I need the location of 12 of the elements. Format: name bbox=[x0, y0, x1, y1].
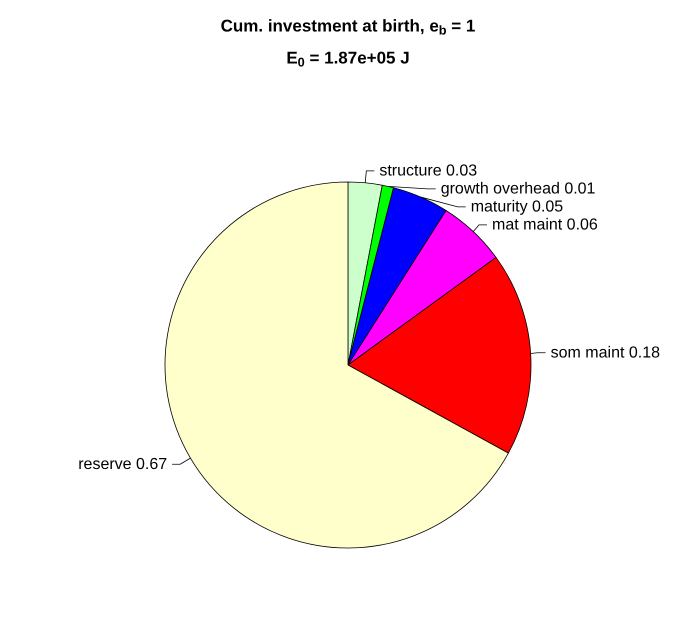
data-label: 0.06 bbox=[566, 216, 598, 234]
data-label: 0.03 bbox=[446, 162, 478, 180]
data-label: 0.67 bbox=[136, 456, 168, 473]
slice-label: mat maint bbox=[492, 216, 563, 234]
slice-label: maturity bbox=[470, 198, 528, 216]
slice-label: growth overhead bbox=[440, 180, 560, 198]
slice-label: som maint bbox=[550, 344, 625, 362]
slice-label: structure bbox=[379, 162, 442, 180]
slice-label: reserve bbox=[78, 456, 132, 473]
data-label: 0.01 bbox=[564, 180, 596, 198]
data-label: 0.18 bbox=[628, 344, 660, 362]
data-label: 0.05 bbox=[532, 198, 564, 216]
